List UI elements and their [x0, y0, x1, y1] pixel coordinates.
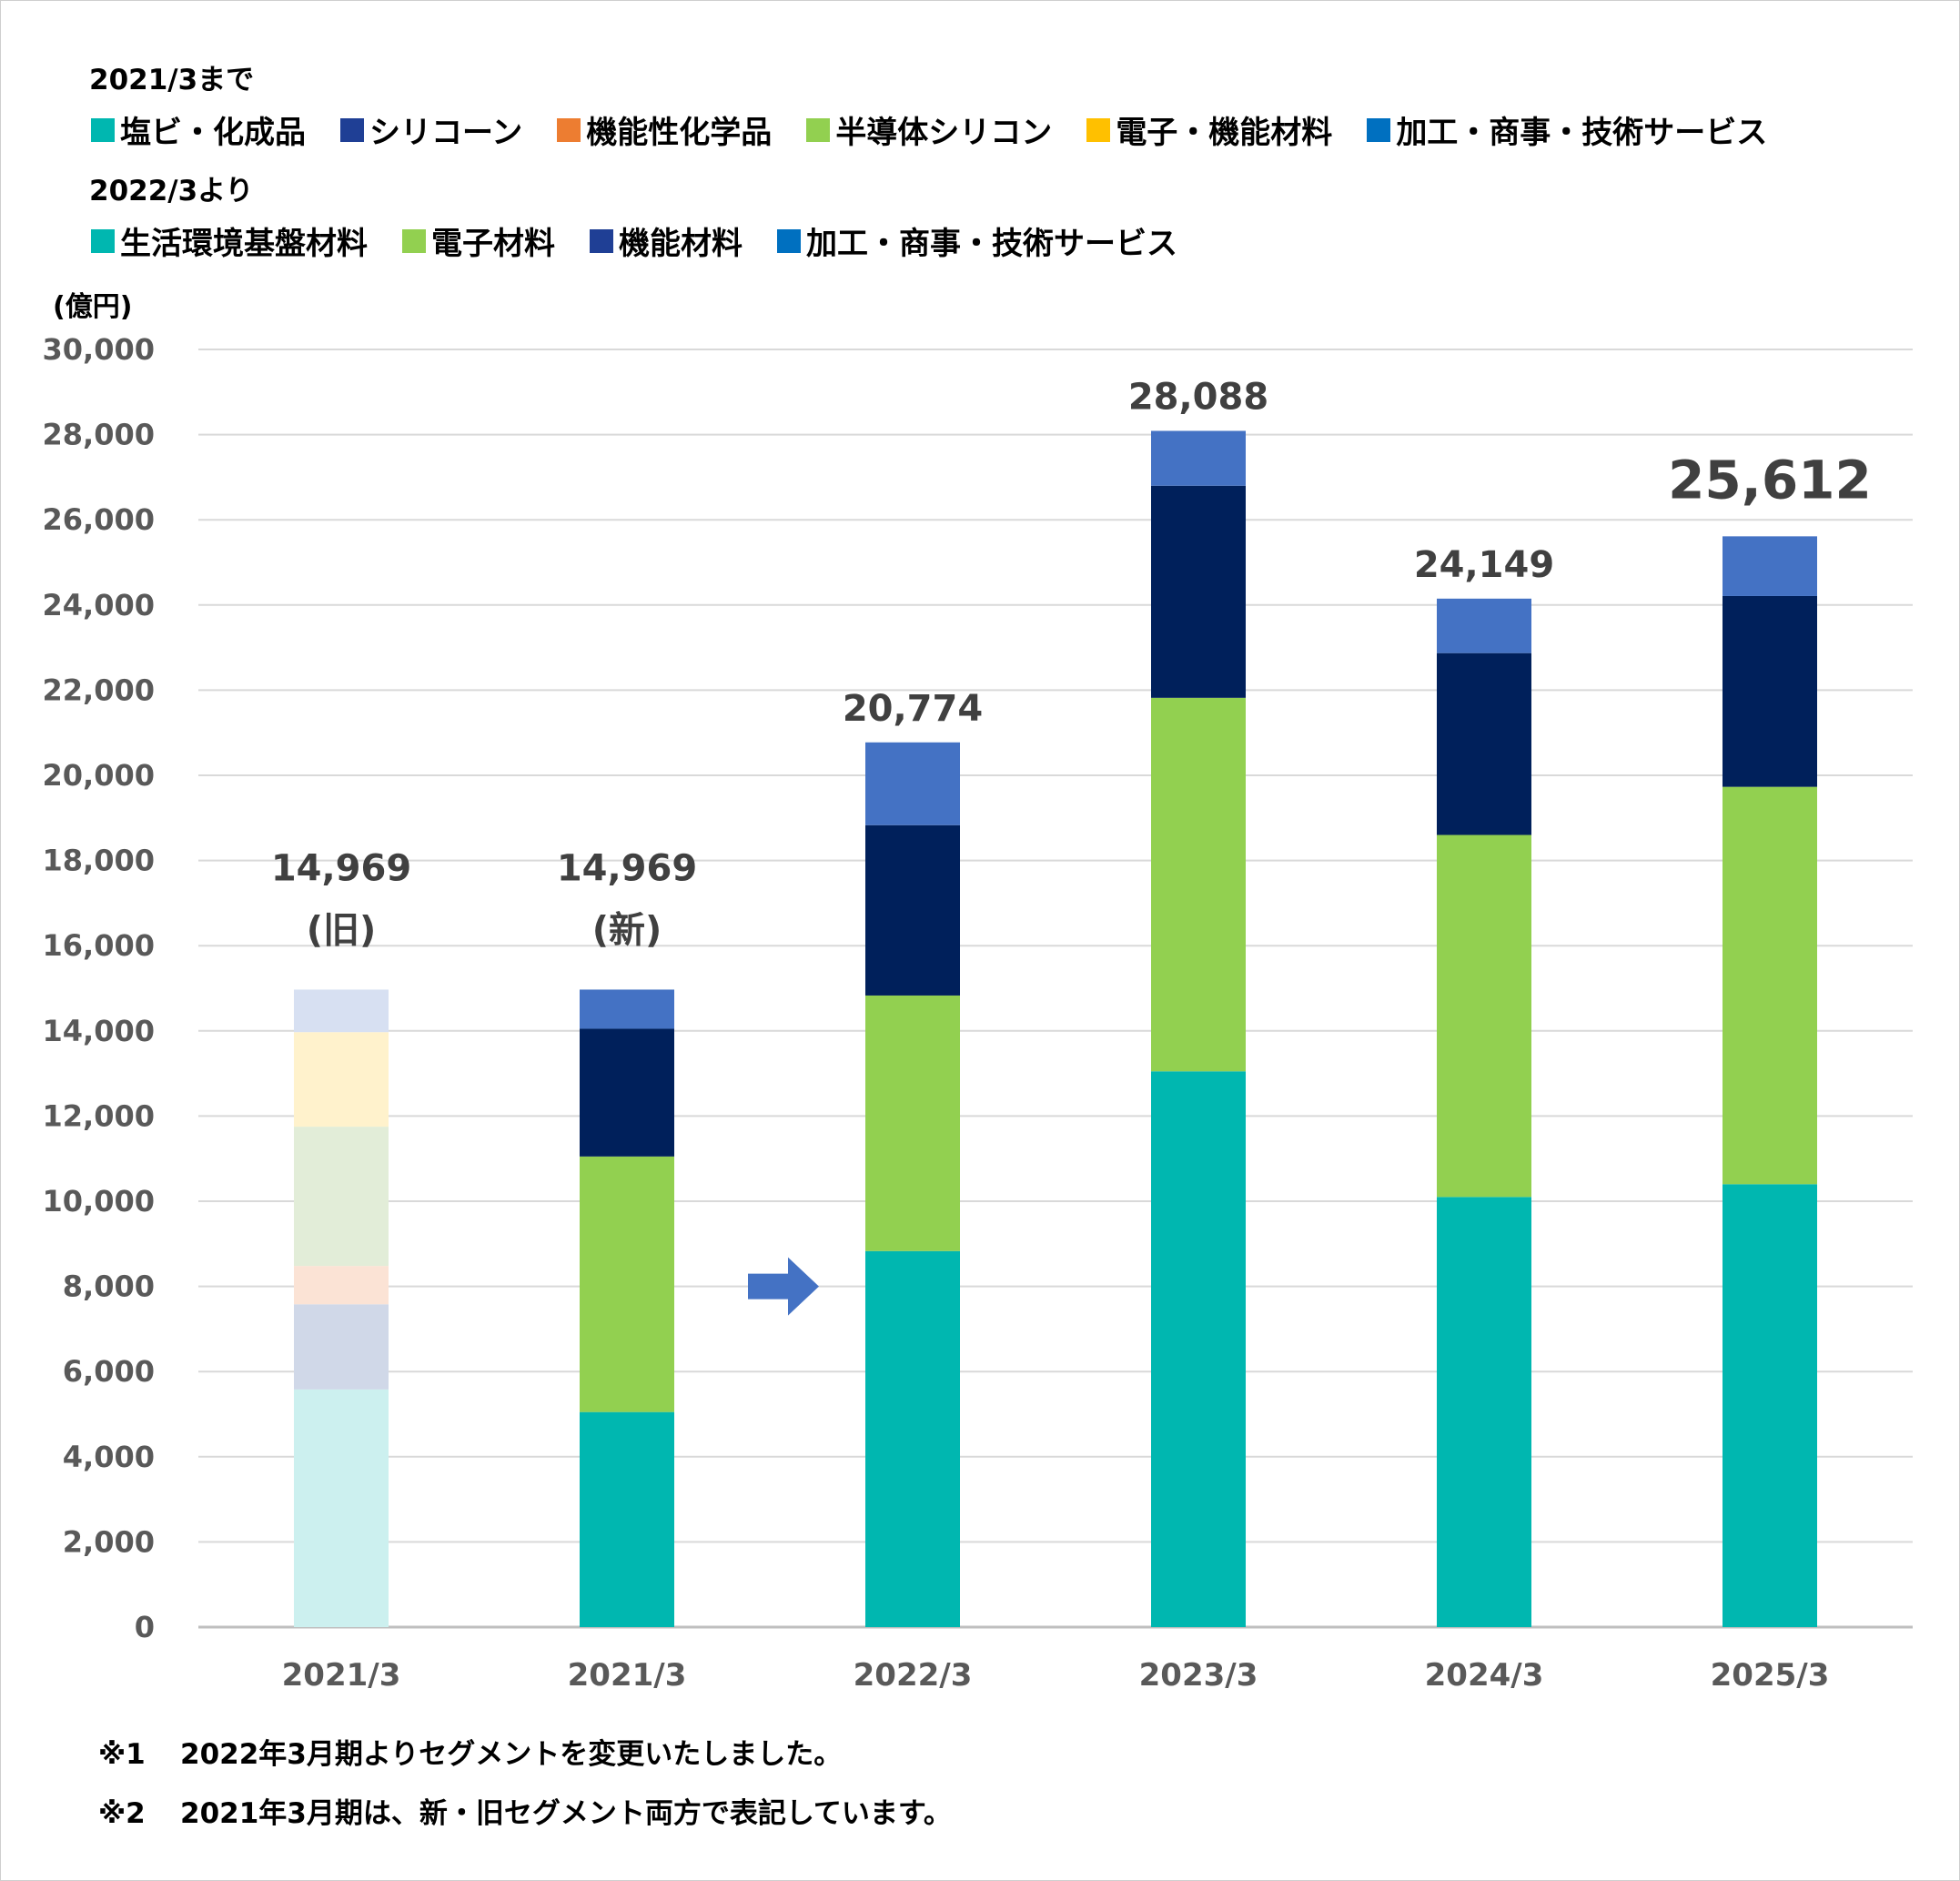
bar-segment-old	[294, 1389, 389, 1627]
bar-segment	[1723, 536, 1817, 596]
legend-label: 塩ビ・化成品	[120, 115, 306, 151]
x-tick-label: 2025/3	[1711, 1657, 1830, 1694]
total-label: 24,149	[1414, 544, 1554, 586]
bar-segment-old	[294, 1266, 389, 1305]
legend-new: 生活環境基盤材料 電子材料 機能材料 加工・商事・技術サービス	[91, 218, 1212, 263]
bar-segment	[1151, 485, 1246, 698]
bar-segment	[1723, 1184, 1817, 1627]
legend-label: シリコーン	[369, 115, 523, 151]
legend-old-item: シリコーン	[340, 107, 522, 152]
legend-new-title: 2022/3より	[89, 175, 254, 207]
x-tick-label: 2022/3	[854, 1657, 973, 1694]
bar-segment-old	[294, 989, 389, 1033]
bar-segment	[580, 1028, 674, 1157]
legend-swatch	[590, 228, 613, 253]
stacked-bar-chart: 0 2,000 4,000 6,000 8,000 10,000 12,000 14,000 1…	[43, 332, 1913, 1694]
legend-label: 機能性化学品	[586, 115, 773, 151]
legend-old: 塩ビ・化成品 シリコーン 機能性化学品 半導体シリコン 電子・機能材料 加工・商…	[91, 107, 1802, 152]
x-tick-label: 2024/3	[1425, 1657, 1544, 1694]
y-tick-label: 16,000	[43, 928, 155, 963]
y-tick-label: 14,000	[43, 1014, 155, 1048]
y-tick-label: 24,000	[43, 588, 155, 622]
legend-swatch	[1086, 117, 1111, 142]
y-tick-label: 4,000	[63, 1440, 155, 1474]
legend-swatch	[340, 117, 364, 142]
bar-segment	[580, 1411, 674, 1627]
y-tick-label: 10,000	[43, 1184, 155, 1219]
y-axis-unit-label: (億円)	[53, 291, 133, 323]
legend-old-item: 加工・商事・技術サービス	[1367, 107, 1767, 152]
legend-swatch	[777, 228, 801, 253]
legend-old-item: 塩ビ・化成品	[91, 107, 306, 152]
legend-label: 半導体シリコン	[835, 115, 1053, 151]
legend-label: 加工・商事・技術サービス	[1396, 115, 1768, 151]
legend-label: 電子・機能材料	[1116, 115, 1333, 151]
y-tick-label: 30,000	[43, 332, 155, 367]
y-tick-label: 2,000	[63, 1524, 155, 1559]
bar-segment	[865, 995, 960, 1251]
bar-segment-old	[294, 1127, 389, 1267]
y-tick-label: 20,000	[43, 758, 155, 793]
total-label: 20,774	[843, 688, 983, 730]
total-label: 14,969	[271, 847, 411, 889]
y-tick-label: 22,000	[43, 673, 155, 707]
note-mark: ※1	[98, 1738, 146, 1771]
total-label: 14,969	[557, 847, 697, 889]
bar-segment	[865, 1250, 960, 1627]
legend-swatch	[557, 117, 581, 142]
legend-old-title: 2021/3まで	[89, 64, 255, 96]
total-sublabel: (新)	[592, 909, 662, 951]
x-tick-label: 2021/3	[282, 1657, 401, 1694]
legend-old-item: 電子・機能材料	[1086, 107, 1332, 152]
legend-swatch	[1367, 117, 1391, 142]
legend-new-item: 加工・商事・技術サービス	[777, 218, 1177, 263]
note-1: ※1 2022年3月期よりセグメントを変更いたしました。	[98, 1731, 842, 1772]
bar-segment-old	[294, 1032, 389, 1128]
y-tick-label: 6,000	[63, 1354, 155, 1389]
bar-segment	[1437, 652, 1531, 835]
y-tick-label: 18,000	[43, 844, 155, 878]
total-sublabel: (旧)	[307, 909, 377, 951]
y-tick-label: 0	[135, 1610, 155, 1644]
bar-segment	[1723, 595, 1817, 787]
total-label: 25,612	[1668, 449, 1872, 511]
legend-label: 電子材料	[431, 226, 555, 262]
x-tick-label: 2023/3	[1139, 1657, 1258, 1694]
legend-swatch	[91, 228, 115, 253]
y-tick-label: 8,000	[63, 1269, 155, 1304]
bar-segment	[1437, 598, 1531, 653]
bar-segment	[1723, 786, 1817, 1185]
legend-new-item: 機能材料	[590, 218, 743, 263]
legend-label: 機能材料	[619, 226, 743, 262]
y-tick-label: 26,000	[43, 502, 155, 537]
note-2: ※2 2021年3月期は、新・旧セグメント両方で表記しています。	[98, 1790, 952, 1831]
legend-swatch	[806, 117, 831, 142]
bar-segment	[580, 1156, 674, 1412]
note-mark: ※2	[98, 1797, 146, 1830]
y-tick-label: 12,000	[43, 1098, 155, 1133]
legend-old-item: 半導体シリコン	[806, 107, 1052, 152]
legend-label: 加工・商事・技術サービス	[806, 226, 1177, 262]
total-label: 28,088	[1128, 376, 1268, 418]
bar-segment-old	[294, 1304, 389, 1390]
legend-new-item: 電子材料	[402, 218, 555, 263]
transition-arrow-icon	[748, 1257, 819, 1316]
bar-segment	[865, 824, 960, 996]
bar-segment	[580, 989, 674, 1029]
bar-segment	[865, 742, 960, 825]
bar-segment	[1437, 1197, 1531, 1627]
note-text: 2021年3月期は、新・旧セグメント両方で表記しています。	[180, 1797, 952, 1830]
bar-segment	[1437, 834, 1531, 1198]
bar-segment	[1151, 430, 1246, 486]
legend-swatch	[402, 228, 426, 253]
legend-label: 生活環境基盤材料	[120, 226, 368, 262]
y-tick-label: 28,000	[43, 418, 155, 452]
bar-segment	[1151, 1071, 1246, 1627]
legend-swatch	[91, 117, 115, 142]
note-text: 2022年3月期よりセグメントを変更いたしました。	[180, 1738, 843, 1771]
legend-new-item: 生活環境基盤材料	[91, 218, 368, 263]
legend-old-item: 機能性化学品	[557, 107, 772, 152]
x-tick-label: 2021/3	[568, 1657, 687, 1694]
bar-segment	[1151, 697, 1246, 1072]
